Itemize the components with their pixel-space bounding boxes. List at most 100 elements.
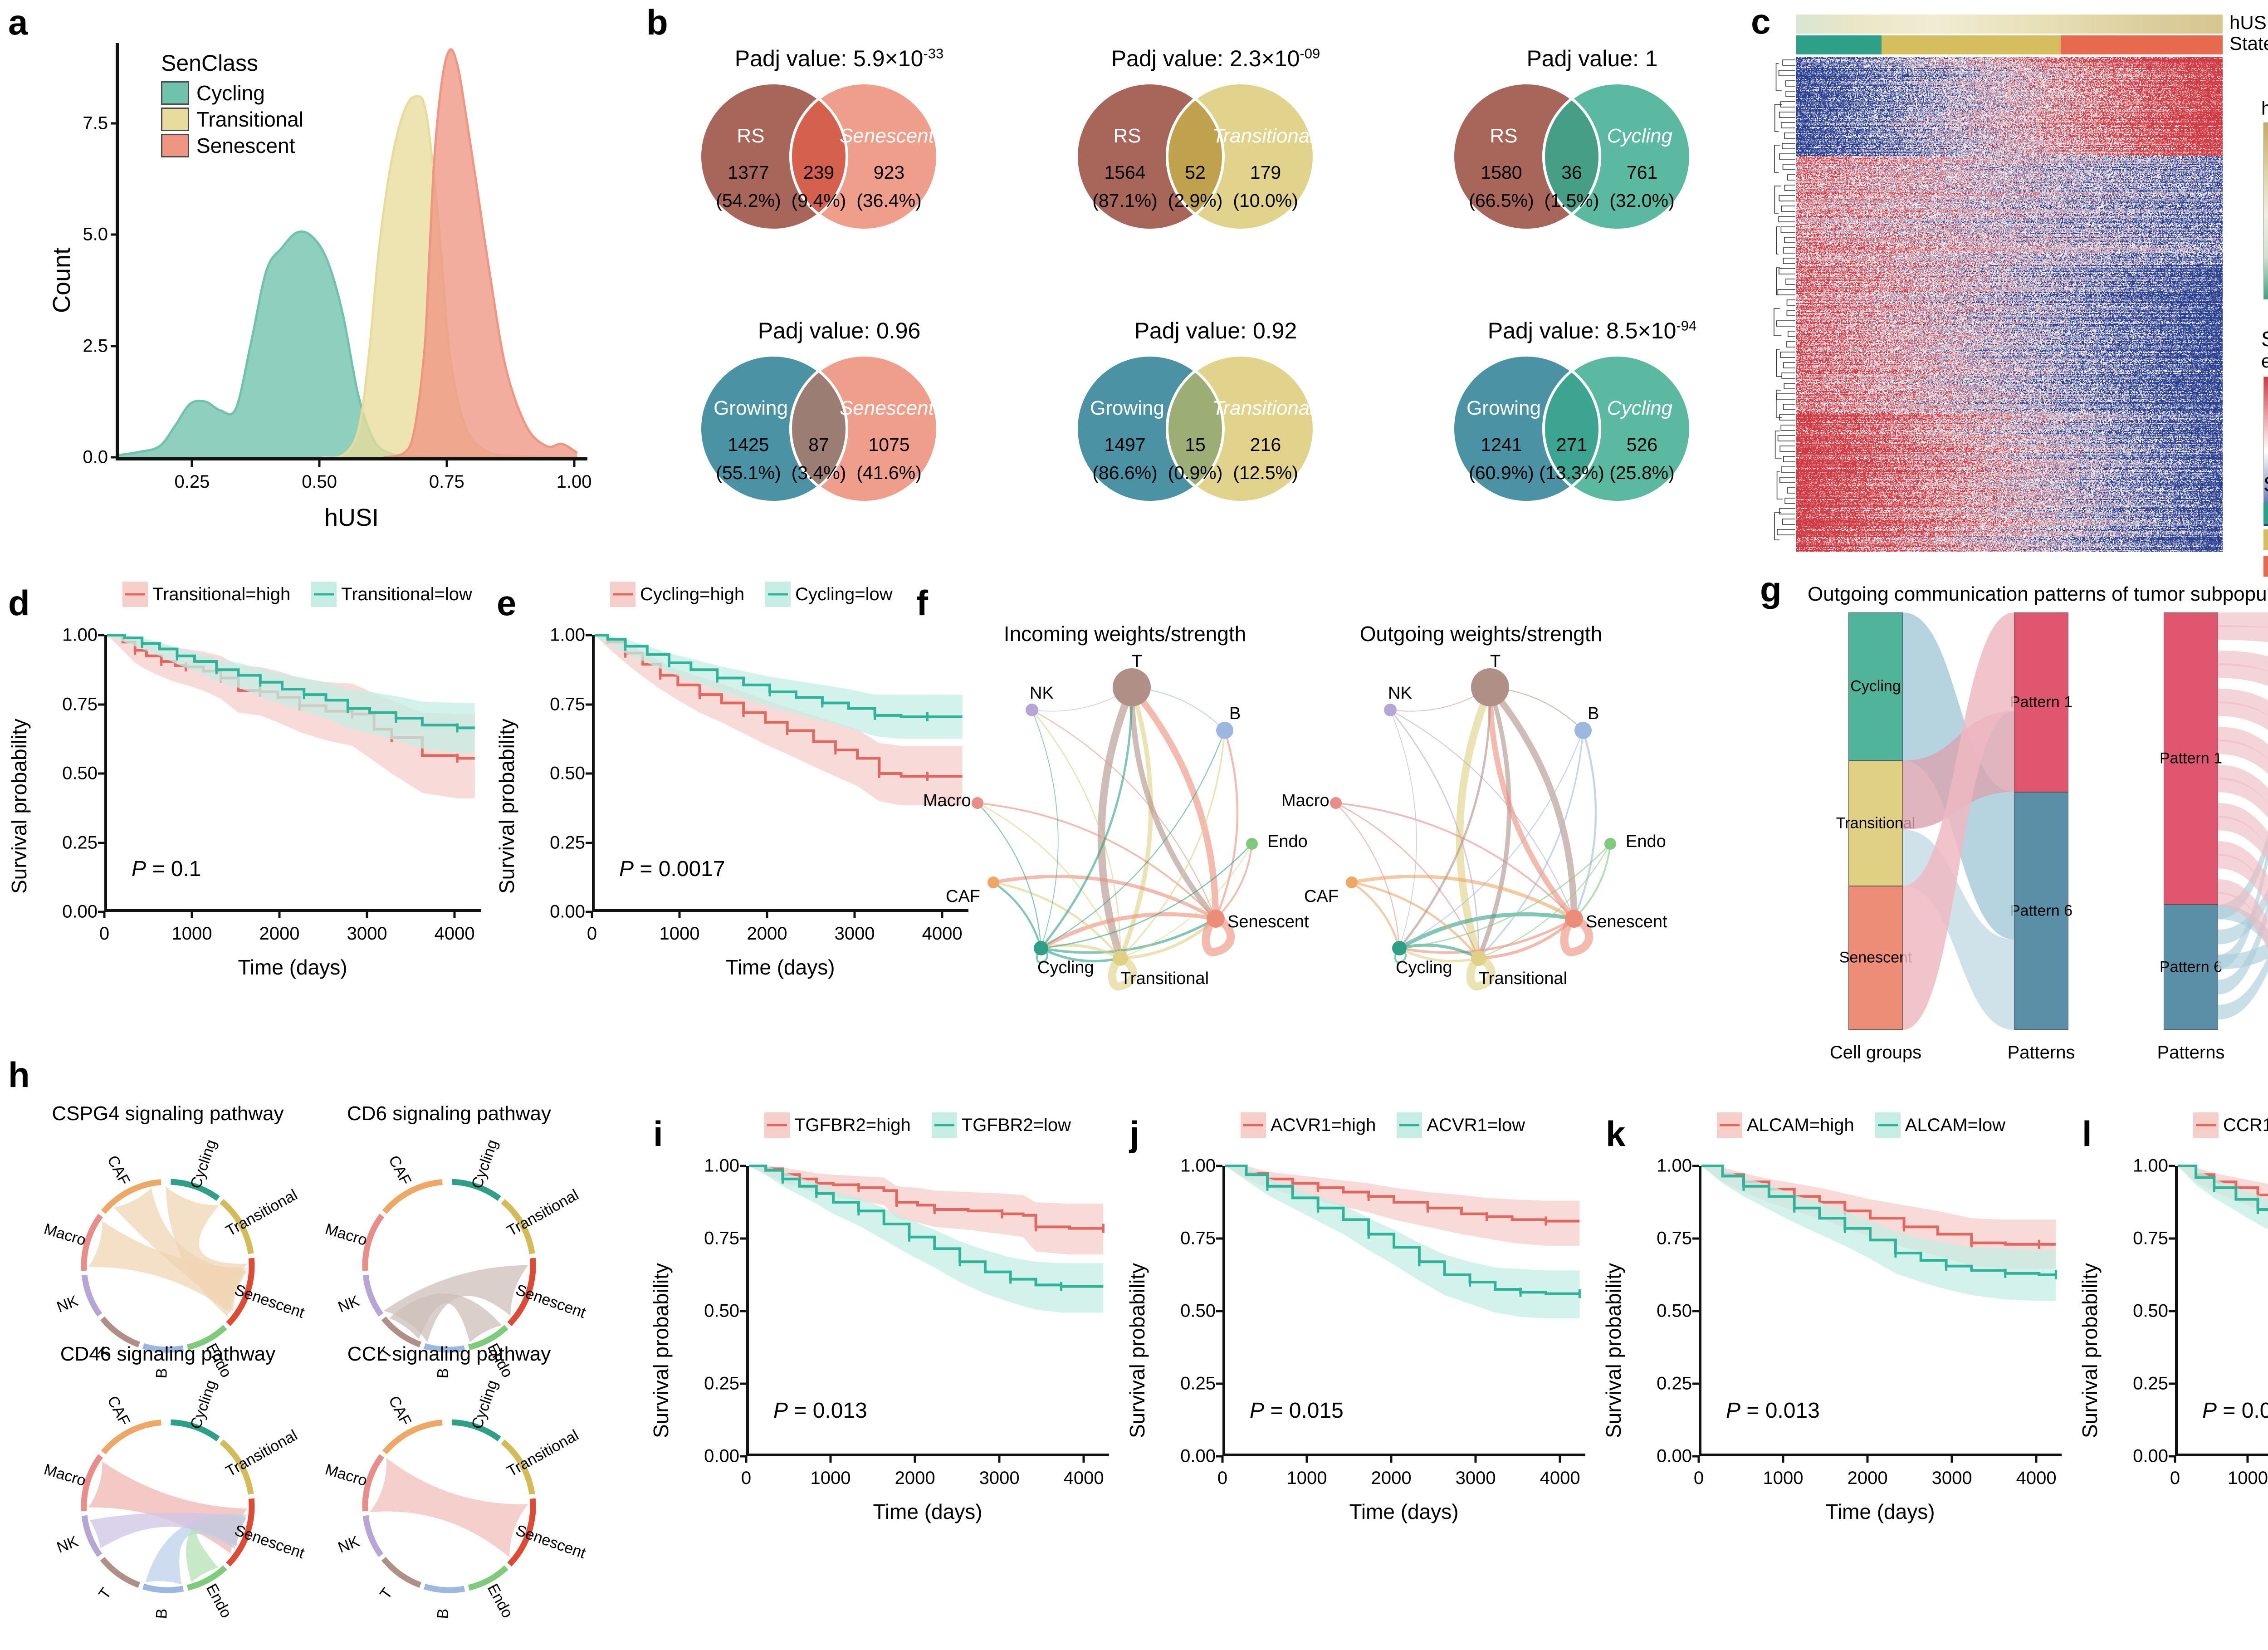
pvalue-p-symbol: P [619, 857, 634, 881]
km-curves-panel-d [107, 634, 475, 798]
pvalue-text: = 0.013 [1740, 1399, 1820, 1423]
panel-letter-k: k [1606, 1114, 1626, 1154]
panel-letter-e: e [497, 583, 517, 623]
km-y-tickmark-panel-l [2169, 1165, 2175, 1167]
network-node-label-endo-incoming: Endo [1267, 832, 1308, 851]
sankey-pattern2-label-1: Pattern 1 [2160, 749, 2222, 767]
km-y-tick-panel-l: 1.00 [2133, 1155, 2168, 1176]
venn-rs-senescent: Padj value: 5.9×10-33 RS Senescent 1377 (54… [680, 45, 998, 240]
network-node-label-t-incoming: T [1132, 652, 1143, 671]
km-y-tick-panel-d: 0.50 [62, 763, 98, 783]
km-y-tick-panel-j: 1.00 [1180, 1155, 1216, 1176]
km-y-axis-label-panel-k: Survival probability [1602, 1263, 1625, 1438]
km-y-tickmark-panel-e [586, 842, 592, 844]
km-y-tickmark-panel-k [1692, 1382, 1699, 1385]
km-x-tick-panel-i: 2000 [894, 1468, 935, 1488]
density-x-tick: 0.25 [174, 472, 210, 492]
venn-growing-transitional: Padj value: 0.92 Growing Transitional 1497 … [1057, 318, 1374, 513]
venn-left-count-growing-cycling: 1241 (60.9%) [1469, 434, 1534, 483]
sankey-right-flows [2218, 612, 2268, 1020]
sankey-pattern-label-1: Pattern 1 [2010, 693, 2072, 711]
km-legend-item-0: Transitional=high [122, 582, 290, 607]
venn-right-label-growing-senescent: Senescent [840, 397, 934, 419]
km-x-tick-panel-k: 0 [1693, 1468, 1704, 1488]
km-y-tick-panel-j: 0.75 [1180, 1228, 1216, 1249]
km-x-tick-panel-j: 1000 [1286, 1468, 1327, 1488]
km-legend-item-0: Cycling=high [610, 582, 744, 607]
km-y-tickmark-panel-j [1216, 1455, 1222, 1458]
km-pvalue-panel-l: P = 0.043 [2202, 1398, 2268, 1423]
km-legend-item-0: TGFBR2=high [764, 1112, 911, 1138]
panel-letter-b: b [646, 2, 668, 42]
km-y-tickmark-panel-k [1692, 1165, 1699, 1167]
km-y-tickmark-panel-i [740, 1310, 746, 1312]
chord-diagram-1 [362, 1179, 536, 1353]
km-y-tick-panel-k: 0.50 [1657, 1301, 1692, 1321]
density-plot-frame [116, 43, 587, 460]
venn-right-label-rs-cycling: Cycling [1607, 125, 1673, 147]
km-x-tickmark-panel-d [453, 912, 456, 918]
km-x-tick-panel-e: 0 [587, 924, 597, 944]
km-legend-item-1: Transitional=low [311, 582, 472, 607]
legend-item-senescent: Senescent [161, 133, 303, 158]
km-plot-frame-panel-j [1222, 1165, 1585, 1456]
incoming-network-title: Incoming weights/strength [1003, 622, 1246, 646]
km-x-axis-label-panel-i: Time (days) [873, 1500, 982, 1523]
venn-growing-cycling: Padj value: 8.5×10-94 Growing Cycling 1241 … [1433, 318, 1751, 513]
venn-rs-transitional: Padj value: 2.3×10-09 RS Transitional 1564 … [1057, 45, 1374, 240]
venn-mid-count-rs-transitional: 52 (2.9%) [1168, 162, 1223, 211]
incoming-weights-network [972, 668, 1258, 991]
venn-left-label-rs-senescent: RS [737, 125, 765, 147]
km-x-tickmark-panel-k [2035, 1456, 2038, 1463]
km-x-tick-panel-d: 4000 [434, 924, 475, 944]
km-legend-swatch-1 [931, 1112, 957, 1138]
km-y-tick-panel-i: 0.50 [704, 1301, 739, 1321]
density-x-tick: 0.75 [429, 472, 464, 492]
pvalue-p-symbol: P [1726, 1399, 1741, 1423]
network-node-label-transitional-outgoing: Transitional [1479, 969, 1568, 988]
km-y-tick-panel-i: 0.00 [704, 1446, 739, 1466]
km-x-tick-panel-l: 0 [2170, 1468, 2180, 1488]
km-curves-panel-i [749, 1165, 1105, 1313]
km-x-tick-panel-j: 4000 [1540, 1468, 1580, 1488]
km-legend-label-0: Cycling=high [640, 584, 745, 604]
km-x-tickmark-panel-j [1305, 1456, 1308, 1463]
density-curves [119, 48, 578, 457]
pvalue-p-symbol: P [132, 857, 147, 881]
venn-left-label-rs-cycling: RS [1490, 125, 1518, 147]
chord-sector-label-0-b: B [152, 1367, 171, 1379]
chord-sector-label-2-b: B [152, 1608, 171, 1619]
km-y-axis-label-panel-l: Survival probability [2078, 1263, 2102, 1438]
km-x-tick-panel-e: 4000 [922, 924, 963, 944]
km-y-tick-panel-d: 0.00 [62, 901, 98, 922]
network-node-label-nk-incoming: NK [1030, 684, 1054, 703]
km-x-tickmark-panel-k [1697, 1456, 1700, 1463]
legend-item-cycling: Cycling [161, 81, 303, 105]
km-legend-panel-d: Transitional=high Transitional=low [122, 582, 488, 607]
km-y-tickmark-panel-d [98, 911, 104, 913]
venn-right-count-growing-cycling: 526 (25.8%) [1609, 434, 1675, 483]
venn-left-count-rs-transitional: 1564 (87.1%) [1092, 162, 1158, 211]
network-node-label-nk-outgoing: NK [1388, 684, 1412, 703]
density-y-tick: 0.0 [83, 447, 108, 467]
sankey-pattern2-label-2: Pattern 6 [2160, 958, 2222, 976]
km-pvalue-panel-d: P = 0.1 [132, 857, 201, 881]
venn-padj-exponent: -94 [1676, 318, 1697, 334]
km-plot-frame-panel-e [592, 634, 968, 912]
density-y-tick: 5.0 [83, 224, 108, 245]
km-legend-swatch-1 [1397, 1112, 1422, 1138]
pvalue-p-symbol: P [1250, 1399, 1265, 1423]
venn-right-count-growing-transitional: 216 (12.5%) [1233, 434, 1298, 483]
km-x-tickmark-panel-i [1082, 1456, 1085, 1463]
network-node-label-macro-incoming: Macro [923, 791, 971, 810]
pvalue-p-symbol: P [2202, 1399, 2217, 1423]
panel-letter-h: h [8, 1055, 30, 1095]
km-y-tick-panel-k: 1.00 [1657, 1155, 1692, 1176]
state-annot-senescent [2060, 35, 2223, 54]
km-x-tickmark-panel-k [1866, 1456, 1869, 1463]
km-y-axis-label-panel-j: Survival probability [1125, 1263, 1149, 1438]
sankey-cellgroup-transitional [1848, 760, 1903, 886]
sankey-left-flows [1903, 612, 2014, 1030]
density-x-tickmark [318, 460, 321, 467]
